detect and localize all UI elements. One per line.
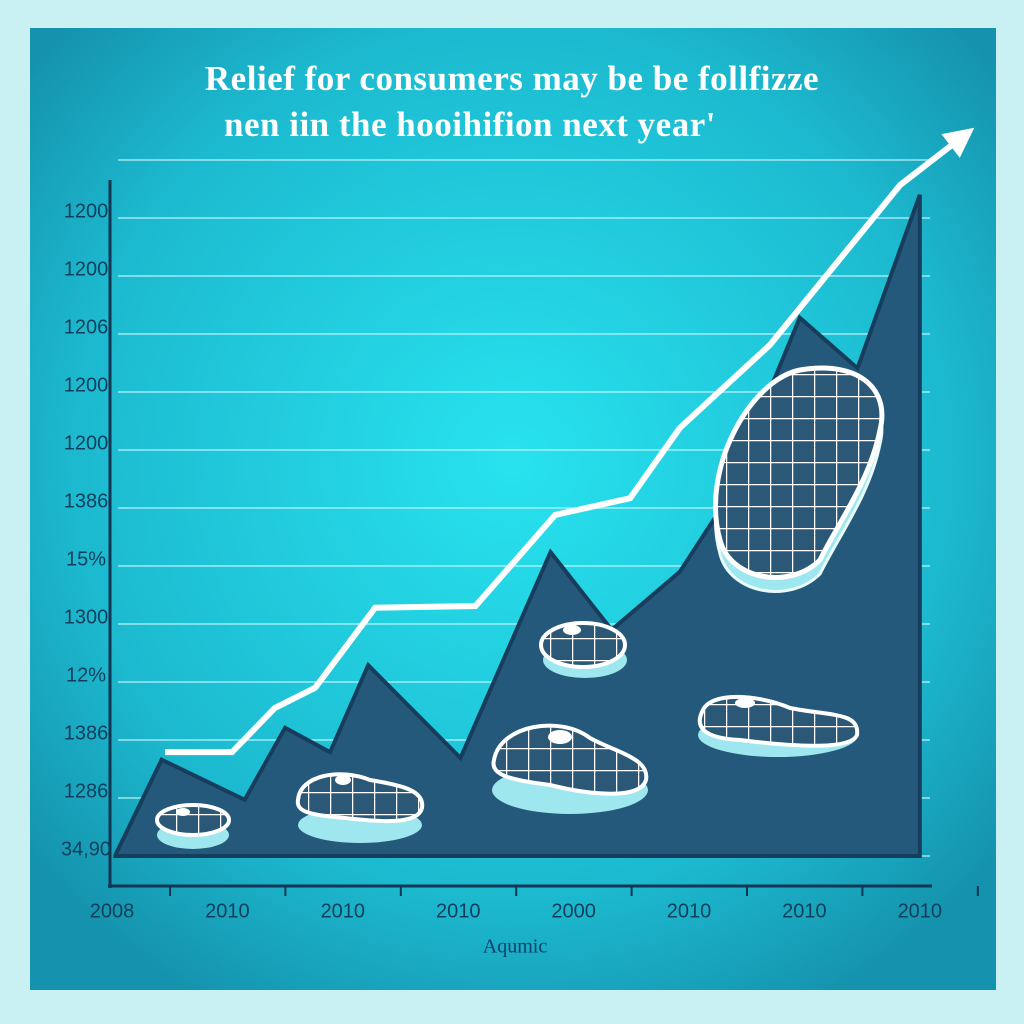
y-tick-label: 15% bbox=[66, 548, 106, 570]
x-tick-label: 2010 bbox=[782, 900, 827, 922]
x-tick-label: 2010 bbox=[667, 900, 712, 922]
steak bbox=[155, 803, 231, 849]
y-tick-label: 34,90 bbox=[61, 838, 111, 860]
steak bbox=[713, 365, 885, 593]
y-tick-label: 1386 bbox=[64, 490, 109, 512]
steak bbox=[295, 772, 425, 843]
steak bbox=[539, 621, 627, 678]
chart-title: Relief for consumers may be be follfizze bbox=[205, 59, 819, 98]
x-tick-label: 2010 bbox=[436, 900, 481, 922]
footer: Aqumic bbox=[483, 936, 548, 958]
steak bbox=[697, 694, 860, 757]
steaks bbox=[155, 365, 885, 849]
x-tick-label: 2010 bbox=[898, 900, 943, 922]
x-tick-label: 2008 bbox=[90, 900, 135, 922]
y-tick-label: 1200 bbox=[64, 200, 109, 222]
x-tick-label: 2010 bbox=[205, 900, 250, 922]
x-tick-label: 2000 bbox=[551, 900, 596, 922]
y-tick-label: 1386 bbox=[64, 722, 109, 744]
chart-subtitle: nen iin the hooihifion next year' bbox=[224, 105, 716, 144]
y-tick-label: 1300 bbox=[64, 606, 109, 628]
y-tick-label: 1286 bbox=[64, 780, 109, 802]
x-tick-label: 2010 bbox=[321, 900, 366, 922]
y-tick-label: 1200 bbox=[64, 258, 109, 280]
y-tick-label: 1200 bbox=[64, 432, 109, 454]
y-tick-label: 12% bbox=[66, 664, 106, 686]
y-tick-label: 1200 bbox=[64, 374, 109, 396]
line bbox=[165, 127, 975, 756]
y-tick-label: 1206 bbox=[64, 316, 109, 338]
steak bbox=[491, 723, 649, 814]
